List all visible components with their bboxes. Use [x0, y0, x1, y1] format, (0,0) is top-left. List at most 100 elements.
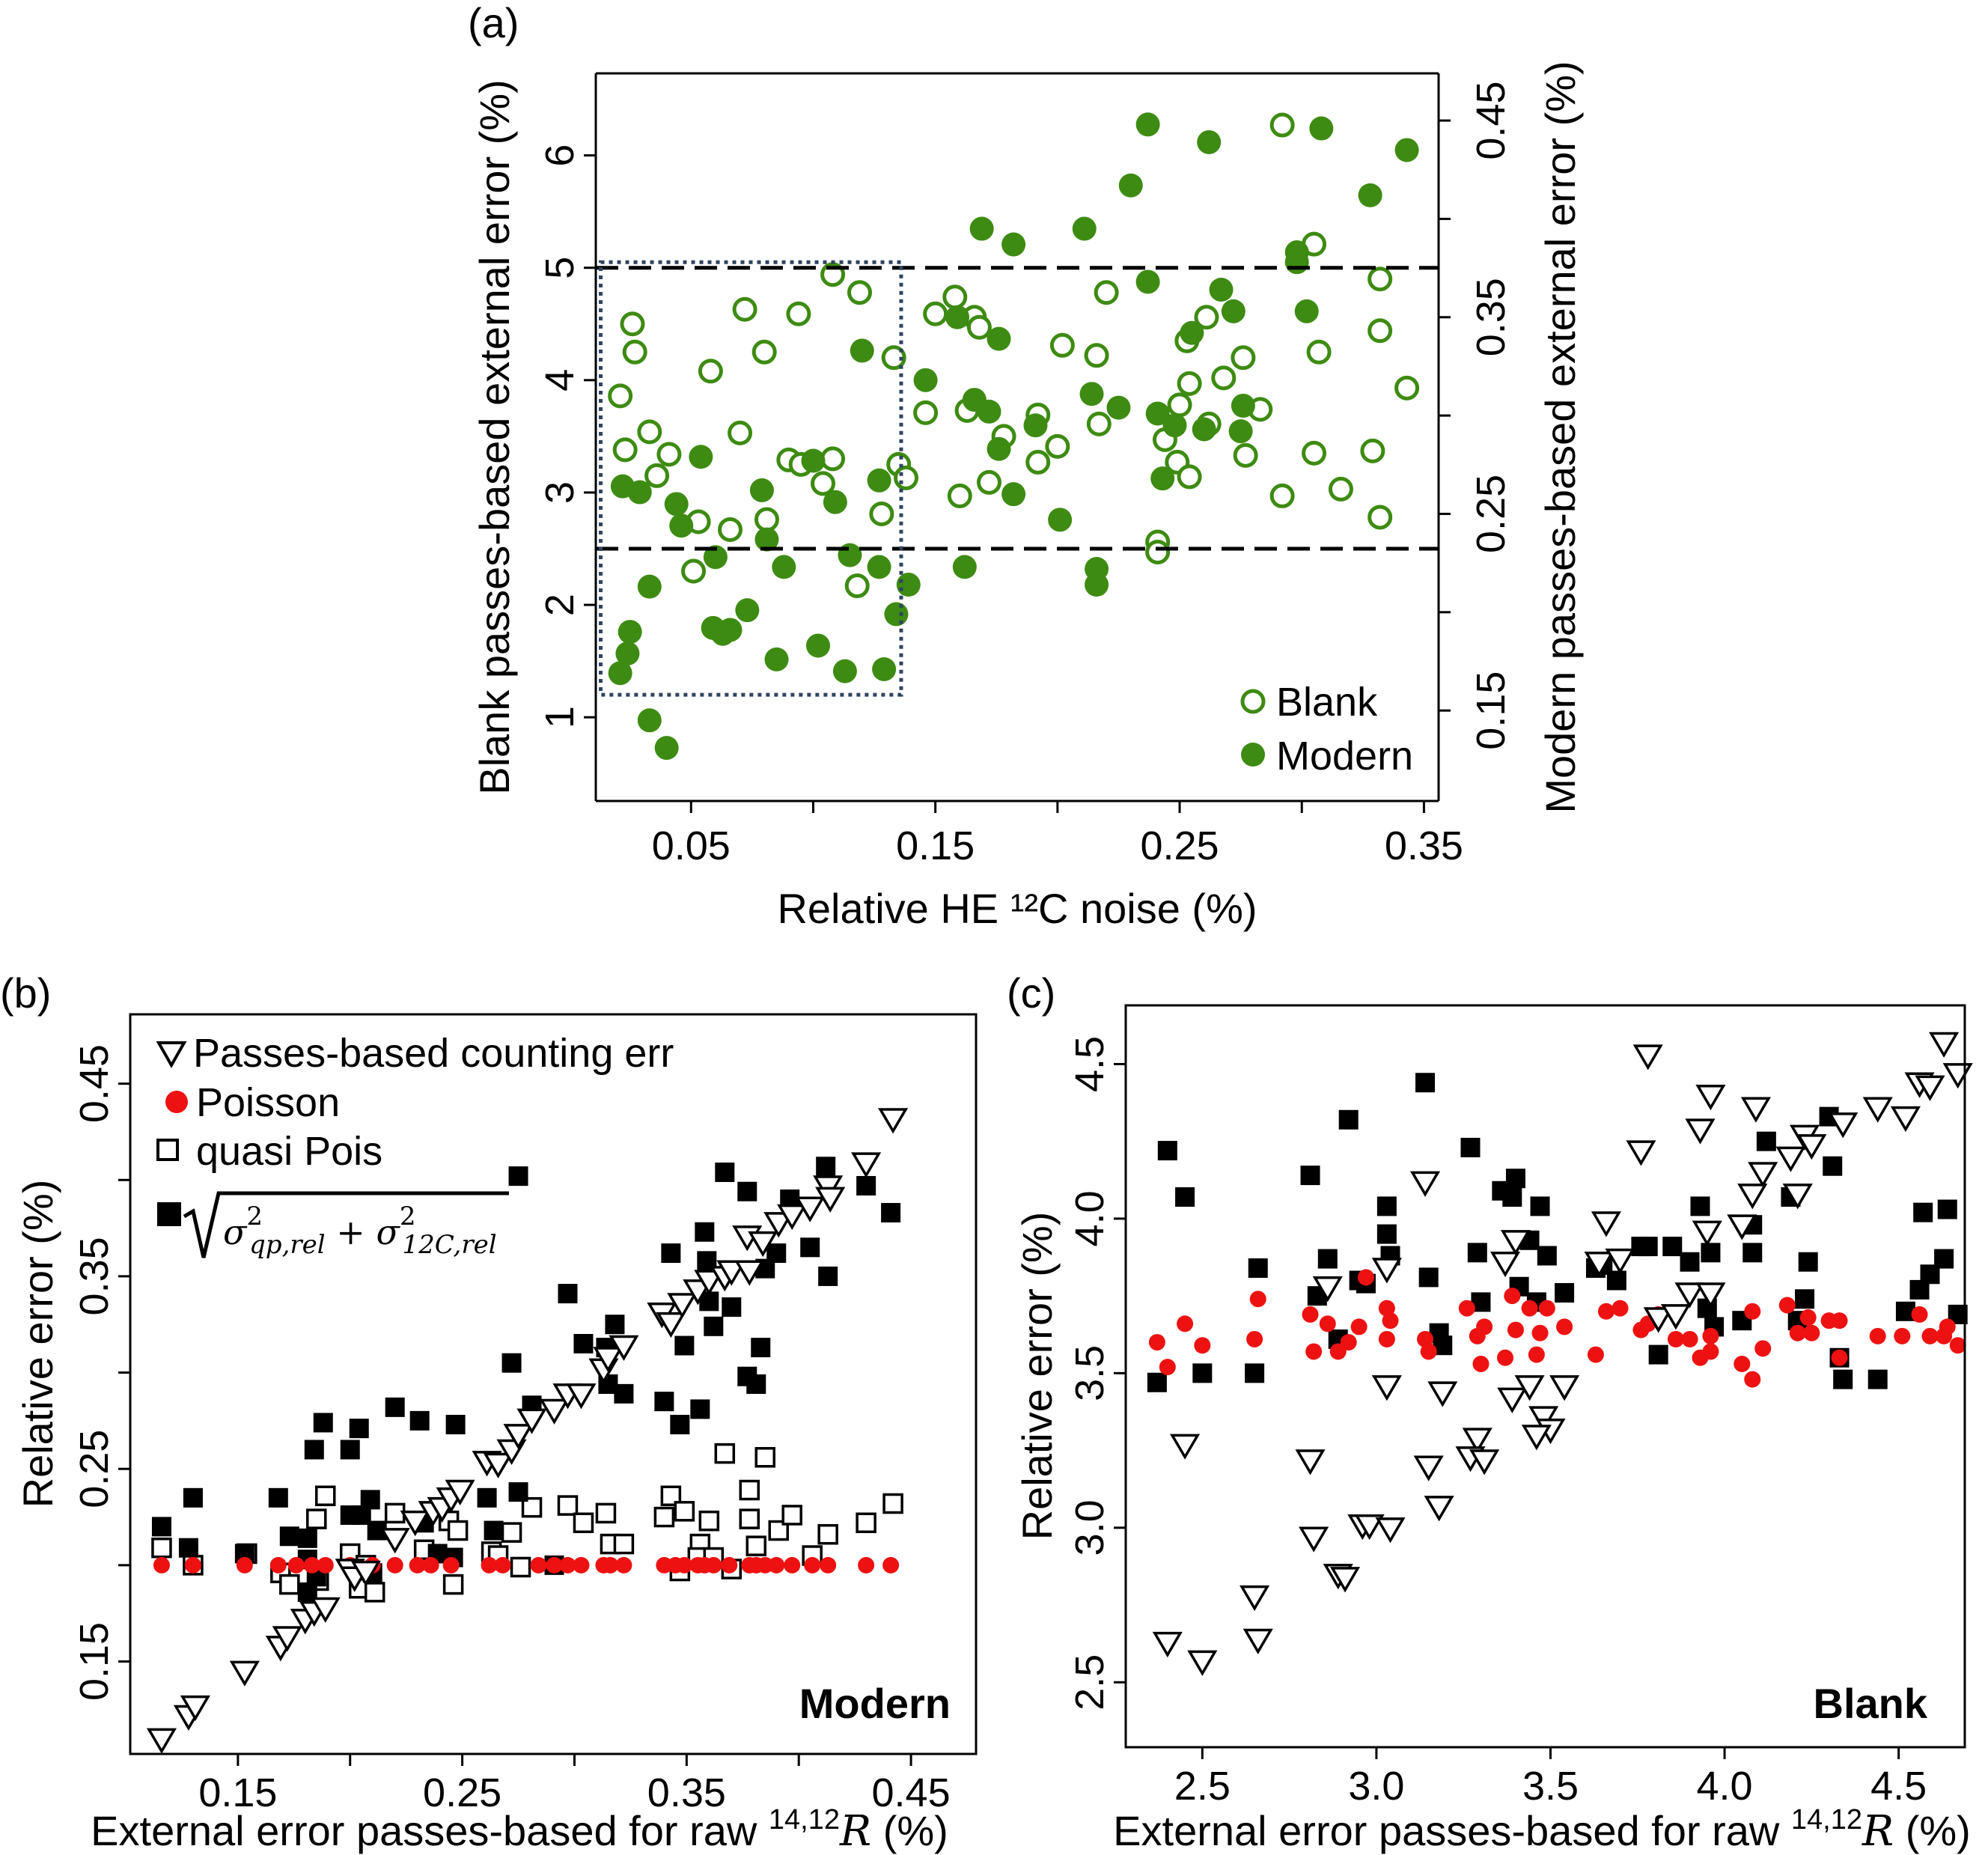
x-tick-label: 0.45: [872, 1770, 951, 1815]
modern-point: [952, 555, 977, 579]
modern-point: [754, 527, 779, 552]
passes-counting-err-point: [1727, 1214, 1757, 1240]
modern-point: [838, 543, 862, 567]
blank-point: [869, 501, 894, 526]
passes-counting-err-point: [1740, 1097, 1771, 1123]
combined-error-point: [183, 1487, 203, 1508]
combined-error-point: [1376, 1224, 1397, 1244]
passes-counting-err-point: [180, 1695, 210, 1722]
legend-poisson-dot-icon: [165, 1091, 188, 1113]
blank-point: [656, 442, 682, 467]
poisson-point: [1702, 1343, 1719, 1360]
combined-error-point: [1502, 1187, 1522, 1207]
modern-point: [1192, 417, 1216, 442]
combined-error-point: [1418, 1267, 1439, 1288]
passes-counting-err-point: [1782, 1184, 1813, 1210]
passes-counting-err-point: [1643, 1307, 1674, 1333]
poisson-point: [1420, 1343, 1437, 1360]
combined-error-point: [1192, 1363, 1213, 1383]
poisson-point: [1869, 1327, 1886, 1344]
poisson-point: [236, 1556, 253, 1574]
blank-point: [1328, 476, 1353, 502]
poisson-point: [1921, 1327, 1939, 1344]
quasi-pois-point: [557, 1495, 579, 1516]
x-title-sup: 14,12: [769, 1804, 840, 1836]
blank-point: [1049, 332, 1075, 358]
passes-counting-err-point: [667, 1293, 698, 1319]
combined-error-point: [1756, 1131, 1776, 1151]
poisson-point: [409, 1556, 426, 1574]
poisson-point: [602, 1556, 619, 1574]
passes-counting-err-point: [763, 1212, 794, 1238]
modern-point: [1284, 250, 1309, 275]
x-title-sup: 14,12: [1791, 1804, 1862, 1836]
blank-point: [1306, 339, 1332, 365]
passes-counting-err-point: [777, 1204, 808, 1231]
left-y-tick-label: 3: [537, 481, 582, 504]
passes-counting-err-point: [1375, 1517, 1406, 1544]
blank-point: [1233, 442, 1258, 468]
modern-point: [945, 305, 970, 329]
modern-point: [867, 555, 891, 579]
poisson-point: [820, 1556, 837, 1574]
x-title-unit: (%): [1894, 1807, 1971, 1854]
blank-point: [1194, 305, 1219, 330]
blank-point: [947, 483, 972, 508]
blank-point: [976, 469, 1001, 495]
panel-c-label: (c): [1007, 969, 1055, 1017]
blank-point: [620, 311, 645, 337]
combined-error-point: [751, 1338, 771, 1358]
panel-c-x-axis-title: External error passes-based for raw 14,1…: [1113, 1804, 1971, 1855]
poisson-point: [1702, 1327, 1719, 1344]
passes-counting-err-point: [1591, 1211, 1621, 1237]
modern-point: [608, 661, 632, 686]
poisson-point: [1538, 1300, 1555, 1317]
modern-point: [1221, 299, 1245, 323]
quasi-pois-point: [698, 1510, 720, 1532]
passes-counting-err-point: [1413, 1455, 1444, 1481]
legend-quasi-pois-label: quasi Pois: [196, 1129, 382, 1174]
poisson-point: [1789, 1324, 1806, 1341]
x-title-var: R: [839, 1807, 871, 1855]
blank-point: [622, 339, 647, 365]
passes-counting-err-point: [1828, 1112, 1859, 1139]
combined-error-point: [1537, 1246, 1557, 1266]
combined-error-point: [1157, 1141, 1177, 1161]
poisson-point: [882, 1556, 900, 1574]
modern-point: [977, 399, 1001, 424]
modern-point: [654, 736, 679, 761]
modern-point: [1309, 116, 1334, 141]
modern-point: [1228, 419, 1253, 444]
modern-point: [749, 478, 774, 502]
blank-point: [718, 517, 743, 542]
poisson-point: [1587, 1346, 1604, 1363]
modern-point: [1150, 466, 1175, 491]
poisson-point: [1357, 1269, 1374, 1286]
blank-point: [754, 507, 779, 532]
passes-counting-err-point: [1674, 1282, 1705, 1309]
combined-error-point: [1934, 1249, 1954, 1269]
modern-point: [689, 445, 713, 469]
combined-error-point: [690, 1399, 710, 1419]
y-tick-label: 0.45: [72, 1044, 117, 1123]
passes-counting-err-point: [1514, 1375, 1545, 1401]
poisson-point: [184, 1556, 201, 1574]
poisson-point: [1472, 1355, 1490, 1372]
passes-counting-err-point: [694, 1270, 725, 1296]
combined-error-point: [1648, 1344, 1668, 1365]
combined-error-point: [1867, 1369, 1888, 1389]
combined-error-point: [1460, 1137, 1481, 1157]
modern-point: [1197, 130, 1222, 154]
passes-counting-err-point: [1354, 1514, 1385, 1541]
modern-point: [832, 659, 857, 683]
legend-passes-label: Passes-based counting err: [193, 1031, 674, 1076]
blank-point: [966, 314, 992, 340]
passes-counting-err-point: [1490, 1251, 1521, 1278]
passes-counting-err-point: [1748, 1162, 1778, 1188]
combined-error-point: [1338, 1109, 1359, 1130]
panel-a: (a) Blank passes-based external error (%…: [468, 0, 1584, 932]
poisson-point: [1194, 1337, 1211, 1354]
right-y-tick-label: 0.25: [1469, 475, 1513, 553]
poisson-point: [1177, 1315, 1194, 1332]
poisson-point: [1378, 1330, 1395, 1347]
